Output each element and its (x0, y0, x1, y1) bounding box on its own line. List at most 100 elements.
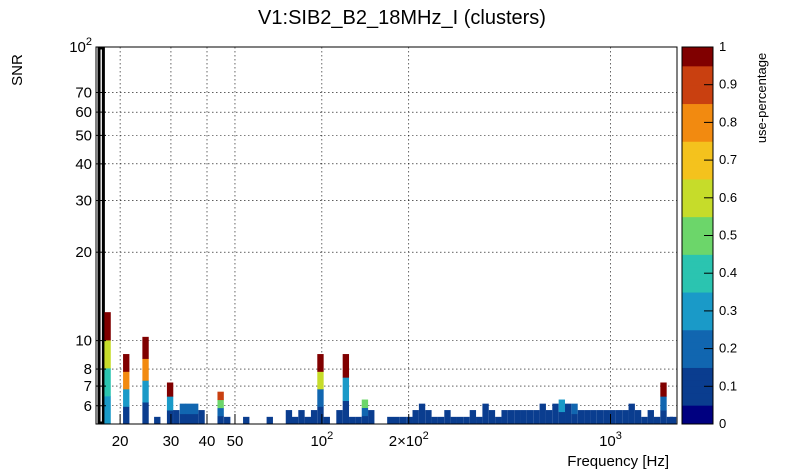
colorbar-segment (682, 292, 713, 299)
colorbar-segment (682, 235, 713, 243)
colorbar-segment (682, 229, 713, 236)
colorbar (681, 46, 714, 425)
plot-area (96, 47, 677, 424)
colorbar-segment (682, 216, 713, 224)
colorbar-segment (682, 59, 713, 67)
heatmap-cell (104, 368, 111, 397)
y-tick-label: 10 (75, 333, 92, 350)
colorbar-segment (682, 197, 713, 205)
colorbar-segment (682, 248, 713, 255)
colorbar-segment (682, 78, 713, 86)
heatmap-cell (342, 354, 350, 378)
colorbar-segment (682, 172, 713, 180)
plot-frame (95, 46, 678, 425)
colorbar-segment (682, 417, 713, 425)
heatmap-cell (387, 416, 394, 425)
colorbar-segment (682, 185, 713, 193)
y-tick-label: 70 (75, 84, 92, 101)
heatmap-cell (488, 410, 496, 425)
colorbar-segment (682, 329, 713, 337)
y-tick-label: 20 (75, 244, 92, 261)
colorbar-segment (682, 336, 713, 343)
heatmap-cell (142, 336, 149, 359)
y-tick-label: 7 (84, 378, 92, 395)
colorbar-tick-label: 0.5 (719, 228, 737, 243)
colorbar-segment (682, 266, 713, 274)
colorbar-segment (682, 47, 713, 54)
colorbar-segment (682, 116, 713, 123)
heatmap-cell (450, 416, 457, 425)
colorbar-segment (682, 405, 713, 412)
heatmap-cell (266, 416, 273, 425)
heatmap-cell (653, 416, 661, 425)
heatmap-cells (97, 46, 677, 425)
highlight-column (97, 46, 105, 425)
chart-title: V1:SIB2_B2_18MHz_I (clusters) (258, 7, 546, 29)
colorbar-tick-label: 0.3 (719, 303, 737, 318)
heatmap-cell (545, 410, 553, 425)
heatmap-cell (104, 396, 111, 425)
x-axis-label: Frequency [Hz] (567, 453, 669, 470)
colorbar-segment (682, 84, 713, 92)
heatmap-cell (399, 416, 407, 425)
heatmap-cell (444, 410, 451, 425)
heatmap-cell (406, 416, 413, 425)
heatmap-cell (368, 410, 375, 425)
grid (96, 46, 677, 424)
heatmap-cell (342, 400, 350, 425)
heatmap-cell (142, 358, 149, 381)
colorbar-segment (682, 386, 713, 394)
colorbar-segment (682, 411, 713, 419)
x-tick-label: 102 (310, 430, 333, 450)
heatmap-cell (622, 410, 629, 425)
colorbar-segment (682, 373, 713, 381)
heatmap-cell (418, 403, 426, 425)
colorbar-segment (682, 72, 713, 79)
colorbar-ticks: 0 0.1 0.2 0.3 0.4 0.5 0.6 0.7 0.8 0.9 1 (704, 39, 737, 431)
heatmap-cell (520, 410, 527, 425)
y-axis-ticks: 6 78 10 20 30 40 50 60 70 102 (69, 36, 106, 415)
colorbar-segment (682, 354, 713, 362)
colorbar-segment (682, 97, 713, 105)
heatmap-cell (361, 415, 369, 425)
heatmap-cell (669, 416, 677, 425)
heatmap-cell (660, 396, 667, 411)
heatmap-cell (412, 410, 419, 425)
colorbar-segment (682, 260, 713, 268)
heatmap-cell (647, 410, 654, 425)
colorbar-tick-label: 0.8 (719, 114, 737, 129)
colorbar-segment (682, 147, 713, 155)
heatmap-cell (192, 413, 199, 425)
heatmap-cell (660, 382, 667, 397)
x-tick-label: 2×102 (389, 430, 429, 450)
colorbar-segment (682, 254, 713, 262)
x-tick-label: 50 (227, 433, 244, 450)
heatmap-cell (526, 410, 534, 425)
heatmap-cell (476, 416, 483, 425)
colorbar-segment (682, 392, 713, 400)
heatmap-cell (179, 403, 187, 415)
heatmap-cell (142, 402, 149, 425)
colorbar-segment (682, 90, 713, 98)
heatmap-cell (142, 380, 149, 403)
heatmap-cell (482, 403, 489, 425)
heatmap-cell (615, 410, 623, 425)
colorbar-segment (682, 191, 713, 199)
heatmap-cell (166, 396, 174, 411)
heatmap-cell (361, 407, 369, 417)
x-axis-ticks: 20 30 40 50 102 2×102 103 (112, 414, 622, 450)
heatmap-cell (349, 416, 356, 425)
heatmap-cell (185, 403, 192, 415)
y-tick-label: 40 (75, 156, 92, 173)
heatmap-cell (243, 416, 250, 425)
heatmap-cell (123, 406, 130, 425)
colorbar-segment (682, 298, 713, 306)
heatmap-cell (456, 416, 464, 425)
colorbar-tick-label: 0.6 (719, 190, 737, 205)
colorbar-tick-label: 0.2 (719, 341, 737, 356)
y-tick-label: 102 (69, 36, 92, 56)
heatmap-cell (590, 410, 597, 425)
colorbar-segment (682, 160, 713, 167)
heatmap-cell (628, 403, 635, 425)
